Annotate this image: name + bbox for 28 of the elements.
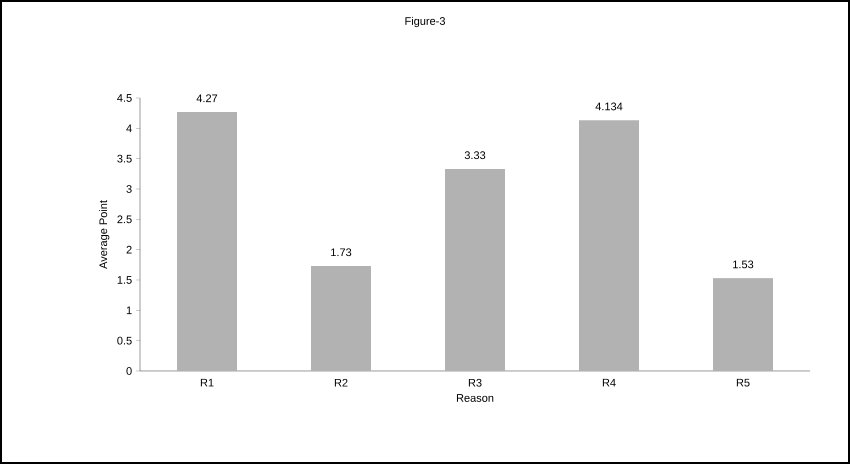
y-tick-label: 4.5 [117, 94, 132, 102]
y-tick-label: 3.5 [117, 154, 132, 163]
y-tick-label: 0.5 [117, 336, 132, 345]
x-tick-label: R5 [736, 378, 750, 387]
x-tick-label: R2 [334, 378, 348, 387]
bar [445, 168, 506, 371]
y-tick-label: 3 [126, 185, 132, 193]
y-tick-label: 0 [126, 367, 132, 375]
y-tick-label: 2.5 [117, 215, 132, 224]
data-label: 1.73 [331, 248, 352, 256]
data-label: 4.27 [196, 94, 218, 102]
x-tick-label: R4 [602, 378, 616, 386]
chart-title: Figure-3 [405, 16, 445, 28]
bar [713, 278, 774, 371]
bar [579, 120, 640, 371]
y-tick-label: 2 [126, 246, 132, 254]
x-axis-title: Reason [456, 394, 494, 402]
y-tick-label: 1.5 [118, 276, 132, 284]
y-tick-label: 1 [126, 306, 132, 314]
bar [311, 266, 372, 371]
x-tick-label: R1 [200, 378, 214, 386]
y-axis-title: Average Point [99, 200, 110, 269]
data-label: 4.134 [595, 102, 622, 110]
data-label: 1.53 [733, 260, 754, 268]
y-tick-label: 4 [126, 124, 132, 132]
bar [177, 112, 238, 371]
data-label: 3.33 [464, 151, 486, 160]
x-tick-label: R3 [468, 378, 482, 387]
